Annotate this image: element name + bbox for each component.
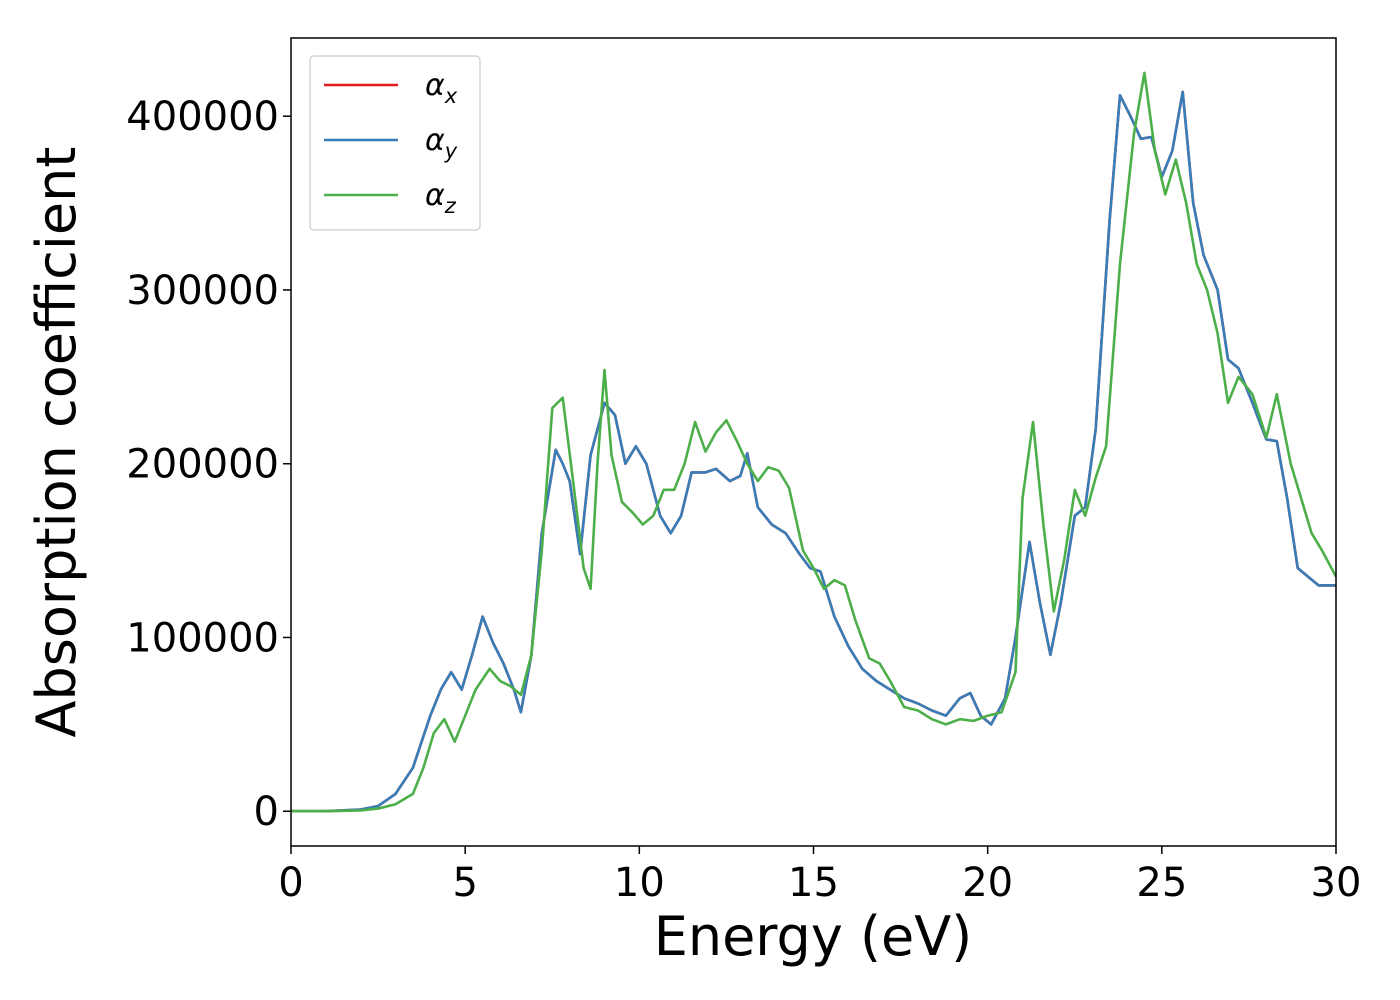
legend-label-x: αx [425,68,458,108]
y-tick-label: 100000 [126,615,279,661]
x-tick-label: 25 [1136,860,1187,906]
legend-label-y: αy [425,123,458,163]
series-line-y [291,90,1336,813]
y-axis-title: Absorption coefficient [25,147,88,738]
y-tick-label: 400000 [126,94,279,140]
x-tick-label: 30 [1311,860,1362,906]
y-tick-label: 0 [254,789,279,835]
x-tick-label: 0 [278,860,303,906]
x-tick-label: 10 [614,860,665,906]
series-line-z [291,71,1336,813]
legend-frame [309,55,481,231]
x-tick-label: 15 [788,860,839,906]
legend-label-sub: y [444,139,458,163]
legend-label-main: α [425,68,445,103]
x-axis: 0 5 10 15 20 25 30 [278,846,1361,906]
legend-label-main: α [425,123,445,158]
legend-label-sub: x [444,84,458,108]
y-tick-label: 200000 [126,442,279,488]
legend-label-z: αz [425,178,457,218]
x-axis-title: Energy (eV) [654,905,973,968]
series-layer [291,71,1336,813]
x-tick-label: 20 [962,860,1013,906]
legend-label-main: α [425,178,445,213]
y-axis: 0 100000 200000 300000 400000 [126,94,291,835]
y-tick-label: 300000 [126,268,279,314]
legend-label-sub: z [444,194,457,218]
x-tick-label: 5 [452,860,477,906]
